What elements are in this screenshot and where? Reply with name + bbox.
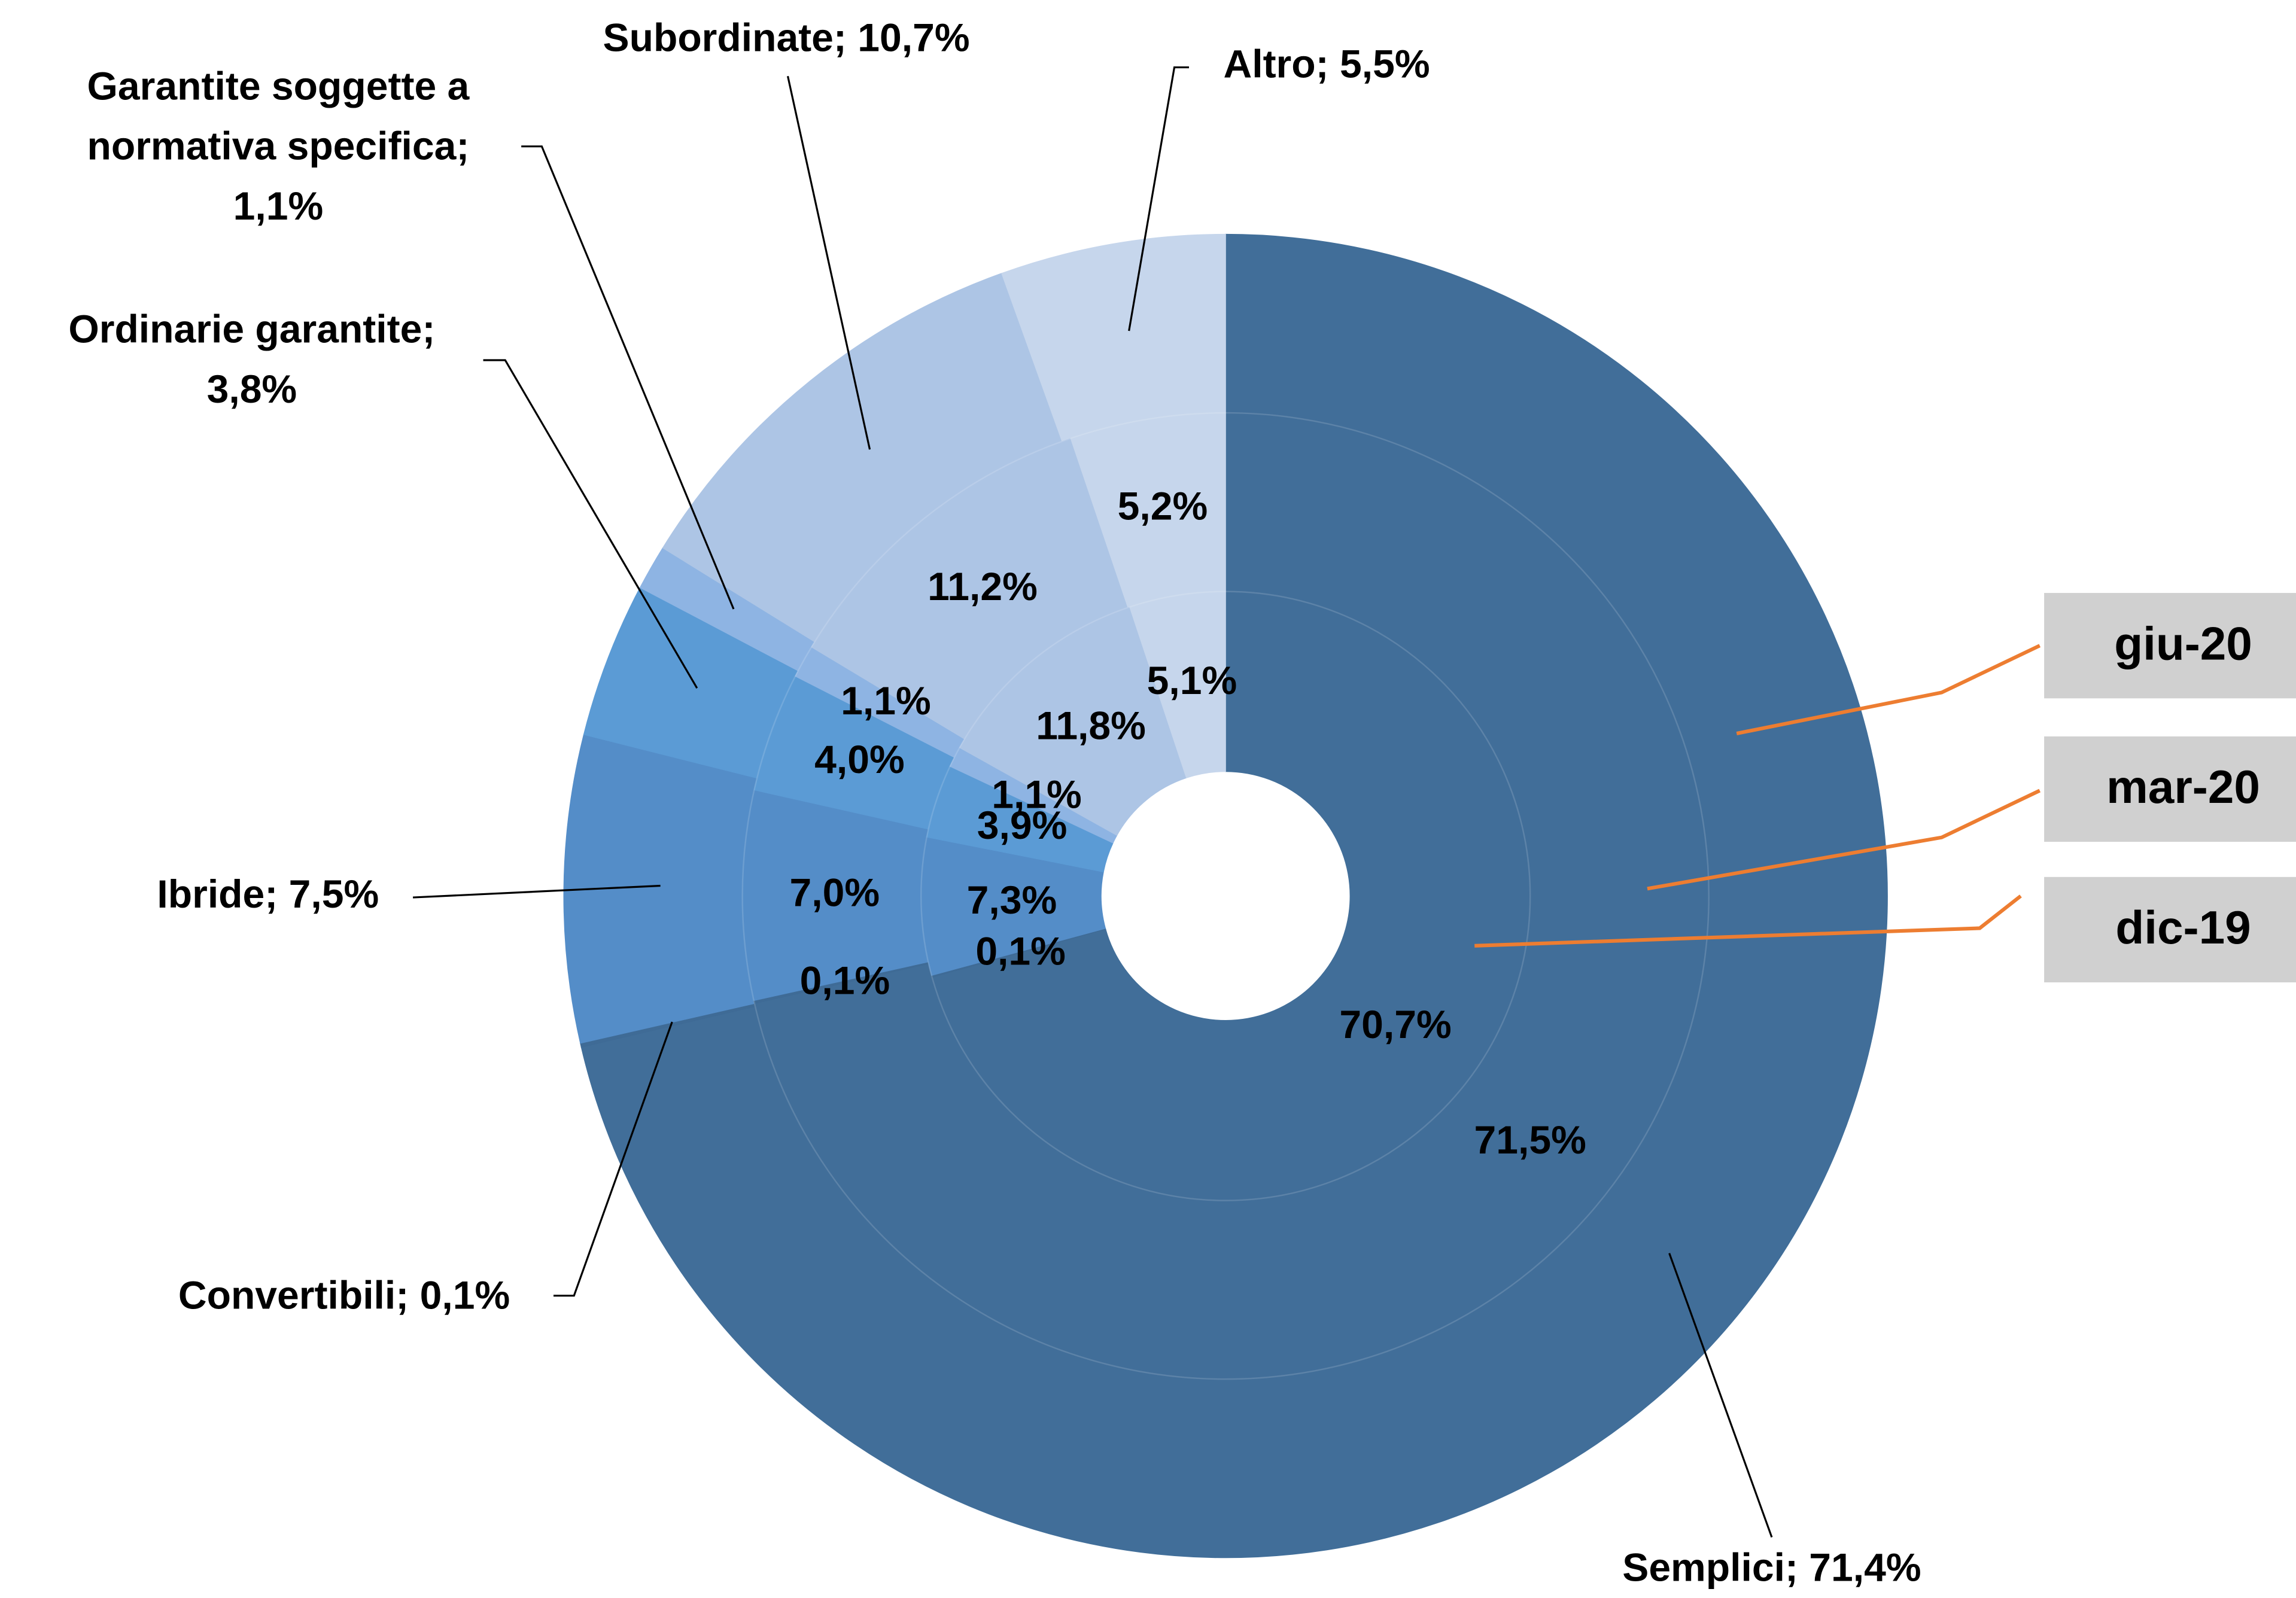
donut-slice bbox=[920, 836, 1106, 976]
leader-line bbox=[553, 1021, 673, 1297]
data-label: 7,0% bbox=[790, 871, 880, 915]
series-leader bbox=[1647, 789, 2041, 891]
data-label: 11,2% bbox=[927, 565, 1038, 610]
series-box bbox=[2044, 593, 2296, 699]
leader-line bbox=[412, 884, 661, 899]
series-box bbox=[2044, 876, 2296, 982]
ring-border bbox=[920, 591, 1531, 1201]
data-label: Semplici; 71,4% bbox=[1622, 1546, 1921, 1590]
data-label: Altro; 5,5% bbox=[1224, 42, 1430, 87]
series-box bbox=[2044, 736, 2296, 842]
data-label: Convertibili; 0,1% bbox=[178, 1274, 510, 1318]
data-label: Subordinate; 10,7% bbox=[603, 16, 970, 60]
data-label: 5,1% bbox=[1147, 659, 1237, 703]
leader-line bbox=[1668, 1253, 1773, 1538]
series-name: mar-20 bbox=[2106, 760, 2260, 813]
data-label: Ibride; 7,5% bbox=[157, 873, 379, 917]
leader-line bbox=[483, 359, 698, 689]
data-label: 7,3% bbox=[967, 878, 1057, 923]
data-label: 11,8% bbox=[1036, 704, 1146, 748]
ring-border bbox=[741, 412, 1710, 1380]
series-name: giu-20 bbox=[2114, 617, 2252, 669]
data-label: 1,1% bbox=[992, 773, 1082, 817]
series-leader bbox=[1736, 644, 2041, 735]
data-label: 70,7% bbox=[1339, 1003, 1451, 1047]
data-label: 3,9% bbox=[977, 804, 1068, 848]
donut-slice bbox=[931, 591, 1531, 1201]
donut-slice bbox=[959, 606, 1187, 836]
data-label: Garantite soggette a normativa specifica;… bbox=[87, 65, 470, 229]
leader-line bbox=[521, 145, 735, 610]
data-label: 1,1% bbox=[841, 680, 931, 724]
data-label: Ordinarie garantite; 3,8% bbox=[68, 308, 435, 412]
data-label: 71,5% bbox=[1474, 1119, 1586, 1163]
data-label: 4,0% bbox=[814, 738, 905, 782]
series-name: dic-19 bbox=[2115, 901, 2251, 954]
leader-line bbox=[786, 75, 871, 450]
series-leader bbox=[1474, 894, 2022, 948]
leader-line bbox=[1128, 66, 1190, 331]
data-label: 0,1% bbox=[975, 930, 1066, 974]
data-label: 0,1% bbox=[800, 959, 890, 1003]
donut-slice bbox=[1129, 591, 1226, 778]
data-label: 5,2% bbox=[1118, 485, 1208, 529]
